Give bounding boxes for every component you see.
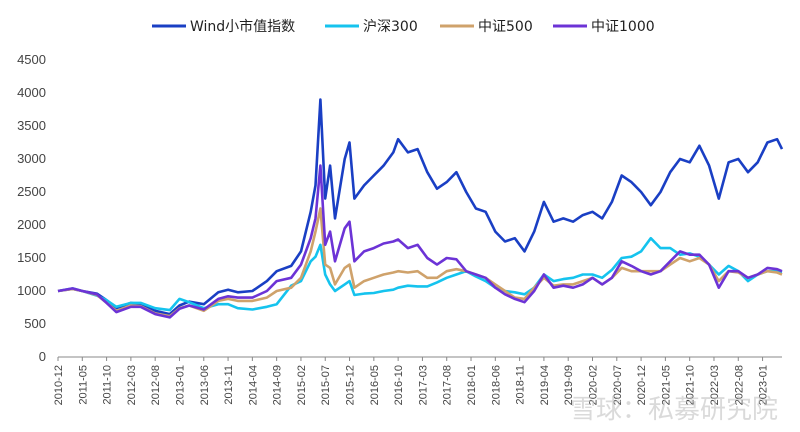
x-tick-label: 2019-04 (539, 365, 551, 405)
legend: Wind小市值指数 沪深300 中证500 中证1000 (152, 18, 655, 35)
x-tick-label: 2020-07 (612, 365, 624, 405)
y-tick-label: 2000 (17, 217, 46, 232)
x-tick-label: 2011-10 (102, 365, 114, 405)
x-tick-label: 2013-01 (174, 365, 186, 405)
series-line-4 (57, 164, 783, 319)
x-tick-label: 2016-05 (369, 365, 381, 405)
x-tick-label: 2022-08 (733, 365, 745, 405)
x-tick-label: 2017-08 (442, 365, 454, 405)
y-tick-label: 2500 (17, 184, 46, 199)
x-tick-label: 2015-02 (296, 365, 308, 405)
series-line-3 (57, 207, 783, 318)
x-axis: 2010-12 2011-05 2011-10 2012-03 2012-08 2013-… (53, 356, 782, 405)
x-tick-label: 2013-11 (223, 365, 235, 405)
x-tick-label: 2019-09 (563, 365, 575, 405)
y-tick-label: 4500 (17, 52, 46, 67)
y-tick-label: 3000 (17, 151, 46, 166)
x-tick-label: 2014-09 (272, 365, 284, 405)
x-tick-label: 2021-05 (660, 365, 672, 405)
y-axis: 0 500 1000 1500 2000 2500 3000 3500 4000 4500 (17, 52, 46, 364)
x-tick-label: 2011-05 (77, 365, 89, 405)
x-tick-label: 2014-04 (247, 365, 259, 405)
series-layer (57, 98, 784, 319)
y-tick-label: 3500 (17, 118, 46, 133)
y-tick-label: 500 (24, 316, 46, 331)
x-tick-label: 2017-03 (417, 365, 429, 405)
x-tick-label: 2020-02 (587, 365, 599, 405)
watermark-text: 雪球：私募研究院 (570, 395, 778, 425)
x-tick-label: 2012-08 (150, 365, 162, 405)
x-tick-label: 2018-06 (490, 365, 502, 405)
legend-label: Wind小市值指数 (190, 18, 295, 35)
series-line-1 (57, 98, 784, 316)
x-tick-label: 2012-03 (126, 365, 138, 405)
x-tick-label: 2010-12 (53, 365, 65, 405)
legend-label: 沪深300 (363, 19, 418, 35)
legend-label: 中证1000 (591, 19, 655, 35)
y-tick-label: 4000 (17, 85, 46, 100)
x-tick-label: 2023-01 (758, 365, 770, 405)
x-tick-label: 2021-10 (685, 365, 697, 405)
x-tick-label: 2016-10 (393, 365, 405, 405)
x-tick-label: 2020-12 (636, 365, 648, 405)
x-tick-label: 2015-12 (345, 365, 357, 405)
y-tick-label: 0 (39, 349, 46, 364)
x-tick-label: 2022-03 (709, 365, 721, 405)
x-tick-label: 2018-11 (515, 365, 527, 405)
x-tick-label: 2018-01 (466, 365, 478, 405)
y-tick-label: 1000 (17, 283, 46, 298)
x-tick-label: 2013-06 (199, 365, 211, 405)
y-tick-label: 1500 (17, 250, 46, 265)
legend-label: 中证500 (478, 19, 533, 35)
x-tick-label: 2015-07 (320, 365, 332, 405)
